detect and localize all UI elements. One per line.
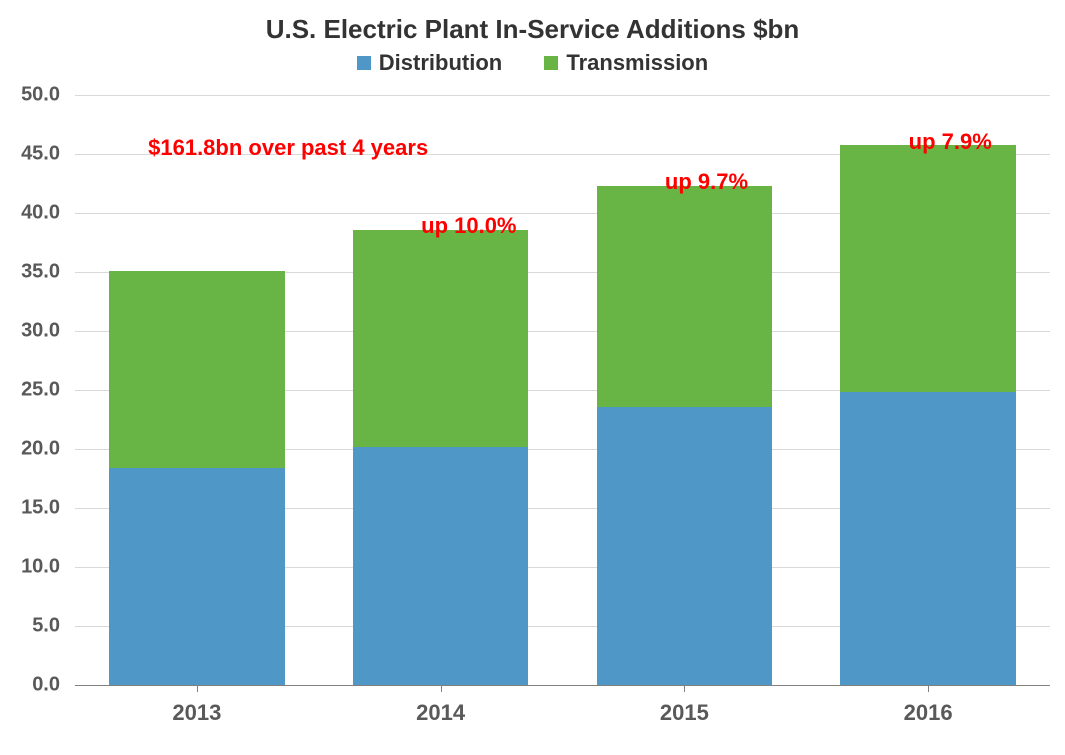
- ytick-label: 5.0: [0, 615, 60, 638]
- xtick-label-2013: 2013: [172, 700, 221, 726]
- xtick-mark: [684, 685, 685, 692]
- ytick-label: 35.0: [0, 261, 60, 284]
- xtick-mark: [197, 685, 198, 692]
- legend-item-distribution: Distribution: [357, 50, 502, 76]
- xtick-mark: [441, 685, 442, 692]
- bar-seg-transmission-2014: [353, 230, 529, 447]
- gridline: [75, 95, 1050, 96]
- x-axis-line: [75, 685, 1050, 686]
- annotation-2: up 9.7%: [665, 169, 748, 195]
- ytick-label: 30.0: [0, 320, 60, 343]
- legend-swatch-distribution: [357, 56, 371, 70]
- bar-seg-distribution-2015: [597, 407, 773, 685]
- ytick-label: 15.0: [0, 497, 60, 520]
- legend-label-transmission: Transmission: [566, 50, 708, 76]
- annotation-1: up 10.0%: [421, 213, 516, 239]
- ytick-label: 40.0: [0, 202, 60, 225]
- ytick-label: 25.0: [0, 379, 60, 402]
- bar-seg-distribution-2014: [353, 447, 529, 685]
- bar-seg-transmission-2016: [840, 145, 1016, 393]
- bar-seg-transmission-2013: [109, 271, 285, 468]
- xtick-label-2014: 2014: [416, 700, 465, 726]
- ytick-label: 50.0: [0, 84, 60, 107]
- ytick-label: 45.0: [0, 143, 60, 166]
- xtick-label-2015: 2015: [660, 700, 709, 726]
- plot-area: 0.05.010.015.020.025.030.035.040.045.050…: [75, 95, 1050, 685]
- bar-2016: [840, 145, 1016, 685]
- bar-2015: [597, 186, 773, 685]
- xtick-label-2016: 2016: [904, 700, 953, 726]
- chart-container: U.S. Electric Plant In-Service Additions…: [0, 0, 1065, 755]
- legend-swatch-transmission: [544, 56, 558, 70]
- annotation-3: up 7.9%: [909, 129, 992, 155]
- legend-item-transmission: Transmission: [544, 50, 708, 76]
- xtick-mark: [928, 685, 929, 692]
- chart-title: U.S. Electric Plant In-Service Additions…: [0, 14, 1065, 45]
- bar-seg-distribution-2016: [840, 392, 1016, 685]
- bar-seg-transmission-2015: [597, 186, 773, 407]
- ytick-label: 0.0: [0, 674, 60, 697]
- legend-label-distribution: Distribution: [379, 50, 502, 76]
- bar-2013: [109, 271, 285, 685]
- ytick-label: 10.0: [0, 556, 60, 579]
- bar-2014: [353, 230, 529, 685]
- bar-seg-distribution-2013: [109, 468, 285, 685]
- legend: Distribution Transmission: [0, 50, 1065, 76]
- ytick-label: 20.0: [0, 438, 60, 461]
- annotation-0: $161.8bn over past 4 years: [148, 135, 428, 161]
